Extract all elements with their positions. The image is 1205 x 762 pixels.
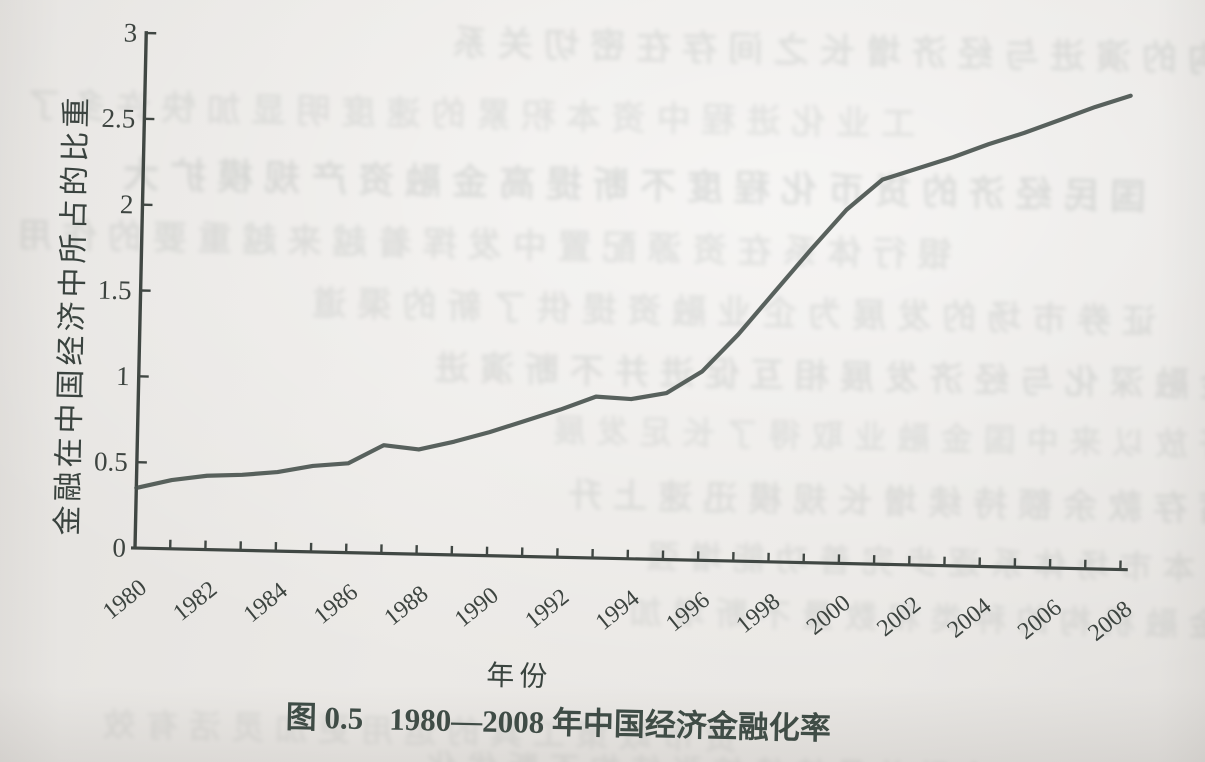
x-tick-label: 1994 [591,585,645,635]
y-tick-label: 2 [120,189,134,219]
x-tick-label: 1992 [520,584,574,634]
x-tick-label: 1980 [98,575,152,625]
x-tick-label: 2004 [943,593,997,643]
x-tick-label: 1990 [450,582,504,632]
y-tick-label: 2.5 [101,103,135,134]
x-tick-label: 1996 [661,587,715,637]
figure-caption-text: 1980—2008 年中国经济金融化率 [388,701,832,747]
x-tick-label: 1988 [380,581,434,631]
y-tick-label: 1 [116,361,130,391]
x-axis [130,546,1128,572]
data-line [134,93,1133,491]
y-tick-label: 1.5 [98,275,132,306]
x-tick-label: 1986 [309,579,363,629]
y-tick-label: 0.5 [94,446,128,477]
x-axis-label: 年份 [485,660,553,694]
x-tick-label: 2002 [872,592,926,642]
x-tick-label: 1982 [169,576,223,626]
x-tick-label: 1984 [239,578,293,628]
y-tick-label: 3 [123,18,137,48]
y-tick-label: 0 [112,533,126,563]
x-tick-label: 2008 [1083,596,1137,646]
figure-caption-number: 图 0.5 [285,699,364,737]
x-tick-label: 2006 [1013,595,1067,645]
x-tick-label: 1998 [732,589,786,639]
x-tick-label: 2000 [802,590,856,640]
